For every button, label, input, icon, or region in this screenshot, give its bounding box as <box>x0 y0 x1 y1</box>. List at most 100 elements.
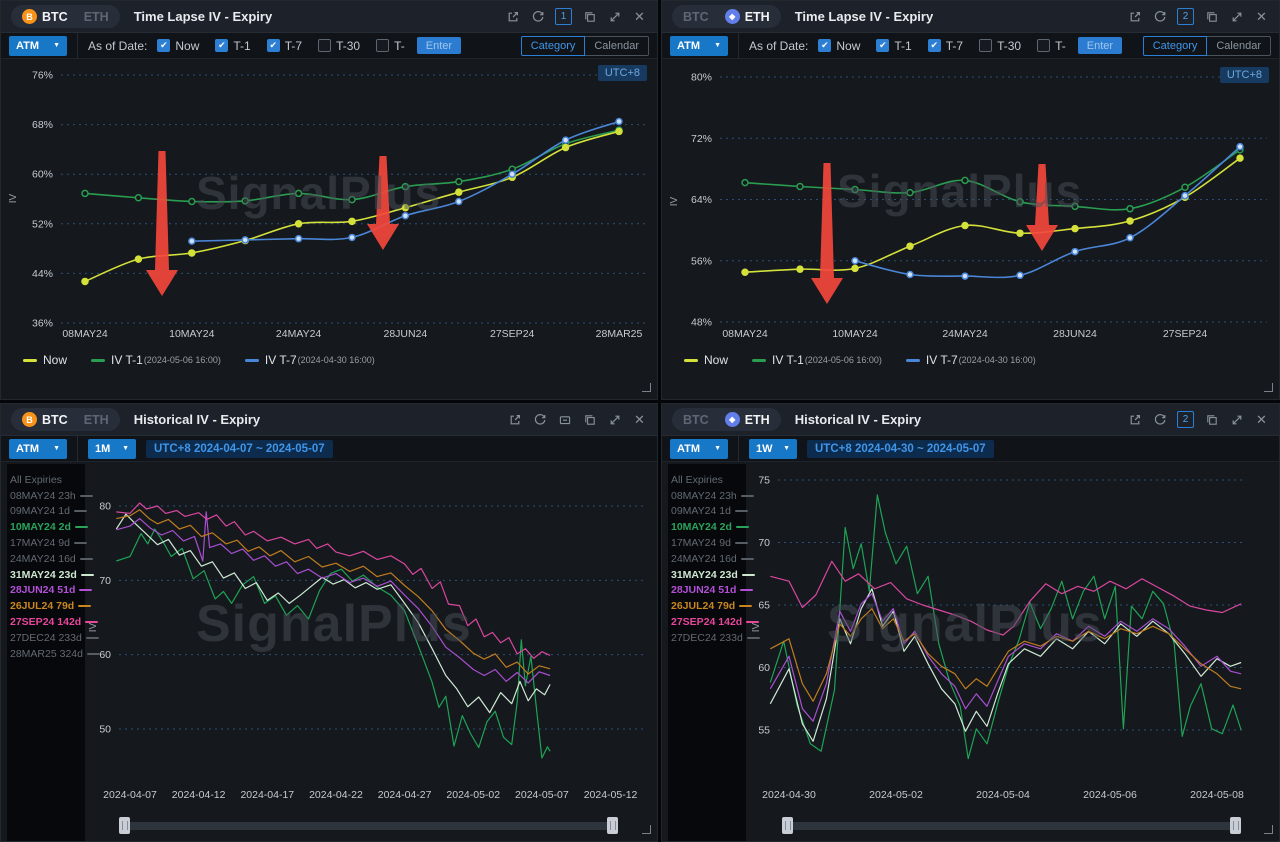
duplicate-icon[interactable] <box>1204 412 1219 427</box>
expiry-item[interactable]: All Expiries <box>10 473 62 486</box>
expiry-item[interactable]: 09MAY24 1d <box>668 504 748 520</box>
view-button-calendar[interactable]: Calendar <box>1206 35 1271 56</box>
checkbox-t[interactable]: T- <box>376 39 405 53</box>
expand-icon[interactable] <box>1229 9 1244 24</box>
view-button-category[interactable]: Category <box>520 35 586 56</box>
checkbox-t30[interactable]: T-30 <box>318 39 360 53</box>
expiry-item[interactable]: 28JUN24 51d <box>668 583 754 599</box>
expiry-item[interactable]: 08MAY24 23h <box>668 488 754 504</box>
checkbox-t30[interactable]: T-30 <box>979 39 1021 53</box>
expiry-item[interactable]: All Expiries <box>671 473 723 486</box>
coin-tab-btc[interactable]: B BTC <box>14 9 76 24</box>
atm-dropdown[interactable]: ATM ▼ <box>670 438 728 459</box>
expand-icon[interactable] <box>607 412 622 427</box>
svg-text:28MAR25: 28MAR25 <box>596 328 643 340</box>
expiry-item[interactable]: 09MAY24 1d <box>7 504 87 520</box>
close-icon[interactable]: ✕ <box>634 8 645 24</box>
expand-icon[interactable] <box>607 9 622 24</box>
close-icon[interactable]: ✕ <box>1256 411 1267 427</box>
refresh-icon[interactable] <box>1152 9 1167 24</box>
close-icon[interactable]: ✕ <box>634 411 645 427</box>
folder-minus-icon[interactable] <box>557 412 572 427</box>
expiry-item[interactable]: 24MAY24 16d <box>668 551 754 567</box>
checkbox-t1[interactable]: ✔ T-1 <box>215 39 251 53</box>
resize-handle[interactable] <box>642 825 651 834</box>
external-link-icon[interactable] <box>505 9 520 24</box>
coin-tab-eth[interactable]: ETH <box>83 412 109 427</box>
legend-item-iv-t-1[interactable]: IV T-1 (2024-05-06 16:00) <box>91 353 221 367</box>
legend-item-now[interactable]: Now <box>684 353 728 367</box>
resize-handle[interactable] <box>1264 383 1273 392</box>
atm-dropdown[interactable]: ATM ▼ <box>670 35 728 56</box>
expiry-item[interactable]: 27SEP24 142d <box>668 614 760 630</box>
group-number-badge[interactable]: 2 <box>1177 8 1194 25</box>
expand-icon[interactable] <box>1229 412 1244 427</box>
checkbox-t7[interactable]: ✔ T-7 <box>266 39 302 53</box>
expiry-item[interactable]: 26JUL24 79d <box>668 598 753 614</box>
coin-tab-eth[interactable]: ◆ ETH <box>717 9 778 24</box>
expiry-item[interactable]: 28MAR25 324d <box>7 646 100 662</box>
slider-handle-left[interactable] <box>119 817 130 834</box>
expiry-item[interactable]: 27DEC24 233d <box>7 630 99 646</box>
expiry-item[interactable]: 28JUN24 51d <box>7 583 93 599</box>
expiry-item[interactable]: 26JUL24 79d <box>7 598 92 614</box>
time-range-slider[interactable] <box>119 822 617 830</box>
refresh-icon[interactable] <box>1152 412 1167 427</box>
refresh-icon[interactable] <box>532 412 547 427</box>
group-number-badge[interactable]: 1 <box>555 8 572 25</box>
external-link-icon[interactable] <box>507 412 522 427</box>
external-link-icon[interactable] <box>1127 9 1142 24</box>
expiry-item[interactable]: 17MAY24 9d <box>668 535 748 551</box>
external-link-icon[interactable] <box>1127 412 1142 427</box>
refresh-icon[interactable] <box>530 9 545 24</box>
checkbox-t7[interactable]: ✔ T-7 <box>927 39 963 53</box>
eth-timelapse-chart-canvas[interactable]: 80% 72% 64% 56% 48% 08MAY24 10MAY24 24MAY24 28JU… <box>662 1 1279 399</box>
eth-historical-chart-canvas[interactable]: 75 70 65 60 55 2024-04-30 2024-05-02 2024-05-04… <box>662 404 1279 841</box>
period-dropdown[interactable]: 1W ▼ <box>749 438 797 459</box>
expiry-item[interactable]: 08MAY24 23h <box>7 488 93 504</box>
duplicate-icon[interactable] <box>582 9 597 24</box>
btc-historical-chart-canvas[interactable]: 80 70 60 50 2024-04-07 2024-04-12 2024-04-17 20… <box>1 404 657 841</box>
slider-handle-right[interactable] <box>607 817 618 834</box>
view-button-category[interactable]: Category <box>1142 35 1208 56</box>
slider-handle-left[interactable] <box>782 817 793 834</box>
group-number-badge[interactable]: 2 <box>1177 411 1194 428</box>
legend-item-iv-t-7[interactable]: IV T-7 (2024-04-30 16:00) <box>244 353 375 367</box>
expiry-item[interactable]: 27SEP24 142d <box>7 614 99 630</box>
period-dropdown[interactable]: 1M ▼ <box>88 438 136 459</box>
custom-t-input[interactable]: Enter <box>1077 37 1123 54</box>
resize-handle[interactable] <box>1264 825 1273 834</box>
checkbox-now[interactable]: ✔ Now <box>157 39 199 53</box>
close-icon[interactable]: ✕ <box>1256 8 1267 24</box>
expiry-item[interactable]: 31MAY24 23d <box>7 567 94 583</box>
coin-tab-eth[interactable]: ETH <box>83 9 109 24</box>
expiry-item[interactable]: 24MAY24 16d <box>7 551 93 567</box>
expiry-item[interactable]: 10MAY24 2d <box>7 519 88 535</box>
duplicate-icon[interactable] <box>582 412 597 427</box>
expiry-item[interactable]: 31MAY24 23d <box>668 567 755 583</box>
checkbox-t[interactable]: T- <box>1037 39 1066 53</box>
legend-item-iv-t-7[interactable]: IV T-7 (2024-04-30 16:00) <box>905 353 1036 367</box>
expiry-item[interactable]: 17MAY24 9d <box>7 535 87 551</box>
resize-handle[interactable] <box>642 383 651 392</box>
atm-dropdown[interactable]: ATM ▼ <box>9 438 67 459</box>
expiry-item[interactable]: 10MAY24 2d <box>668 519 749 535</box>
view-button-calendar[interactable]: Calendar <box>584 35 649 56</box>
custom-t-input[interactable]: Enter <box>416 37 462 54</box>
checkbox-now[interactable]: ✔ Now <box>818 39 860 53</box>
control-bar: ATM ▼ 1M ▼ UTC+8 2024-04-07 ~ 2024-05-07 <box>1 435 657 462</box>
svg-text:2024-04-27: 2024-04-27 <box>378 789 432 801</box>
coin-tab-eth[interactable]: ◆ ETH <box>717 412 778 427</box>
time-range-slider[interactable] <box>782 822 1239 830</box>
legend-item-now[interactable]: Now <box>23 353 67 367</box>
coin-tab-btc[interactable]: BTC <box>683 412 709 427</box>
atm-dropdown[interactable]: ATM ▼ <box>9 35 67 56</box>
duplicate-icon[interactable] <box>1204 9 1219 24</box>
coin-tab-btc[interactable]: B BTC <box>14 412 76 427</box>
legend-item-iv-t-1[interactable]: IV T-1 (2024-05-06 16:00) <box>752 353 882 367</box>
expiry-item[interactable]: 27DEC24 233d <box>668 630 760 646</box>
checkbox-t1[interactable]: ✔ T-1 <box>876 39 912 53</box>
coin-tab-btc[interactable]: BTC <box>683 9 709 24</box>
btc-timelapse-chart-canvas[interactable]: 76% 68% 60% 52% 44% 36% 08MAY24 10MAY24 24MAY24 2… <box>1 1 657 399</box>
slider-handle-right[interactable] <box>1230 817 1241 834</box>
